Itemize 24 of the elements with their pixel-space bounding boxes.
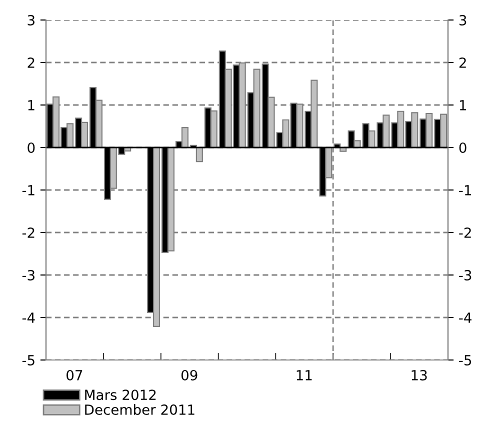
y2-tick-label: -5 — [459, 355, 472, 366]
y2-tick-label: 0 — [459, 142, 466, 153]
x-tick-label: 13 — [412, 370, 427, 380]
y-tick-label: 3 — [28, 14, 34, 26]
legend-label: December 2011 — [85, 404, 194, 415]
legend-label: Mars 2012 — [85, 390, 156, 400]
y-tick-label: -2 — [22, 227, 34, 238]
y-tick-label: 1 — [28, 100, 34, 110]
y2-tick-label: -4 — [459, 312, 472, 323]
y-tick-label: 2 — [28, 57, 34, 68]
y-tick-label: -3 — [22, 270, 34, 280]
y2-tick-label: 2 — [459, 57, 466, 68]
y-tick-label: -5 — [22, 355, 34, 366]
x-tick-label: 11 — [296, 370, 312, 380]
y2-tick-label: -3 — [459, 270, 472, 280]
x-tick-label: 09 — [181, 370, 198, 380]
y2-tick-label: -2 — [459, 227, 471, 238]
y2-tick-label: 1 — [460, 100, 466, 110]
y2-tick-label: -1 — [459, 185, 471, 196]
y-tick-label: 0 — [28, 142, 35, 153]
y-tick-label: -1 — [22, 185, 34, 196]
y-tick-label: -4 — [22, 312, 35, 323]
x-tick-label: 07 — [66, 370, 82, 380]
y2-tick-label: 3 — [459, 14, 466, 26]
